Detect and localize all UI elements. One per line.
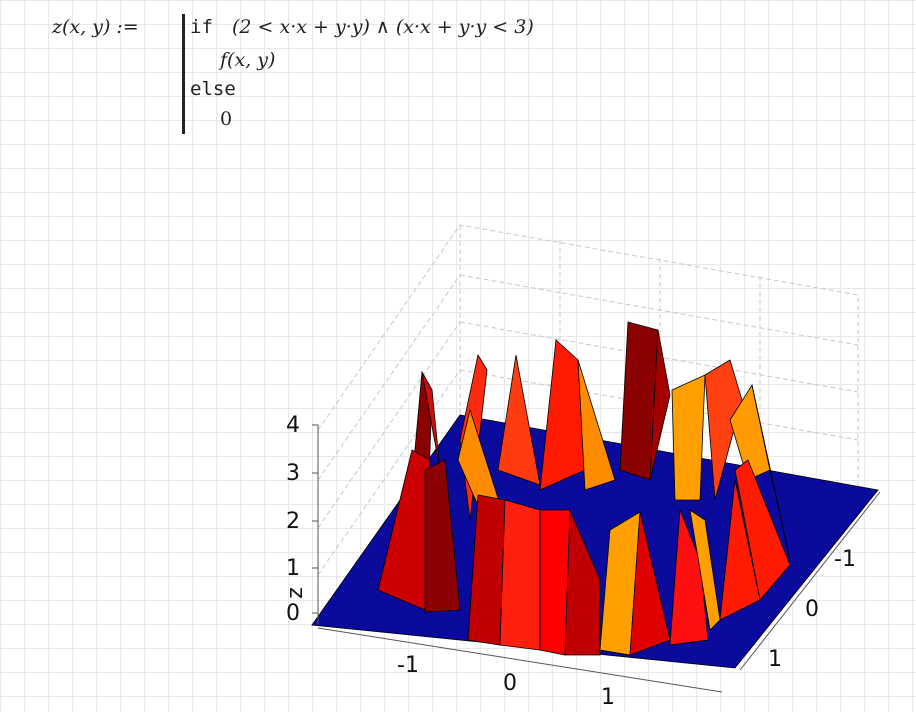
condition[interactable]: (2 < x·x + y·y) ∧ (x·x + y·y < 3) [232,16,534,38]
y-tick-label: 1 [768,647,782,672]
z-tick-label: 1 [286,556,300,581]
surface-face [577,359,616,491]
box-edge [317,224,859,490]
y-tick-label: 0 [805,597,819,622]
surface-face [424,459,461,613]
surface-face [564,509,601,656]
z-tick-label: 2 [286,509,300,534]
x-tick-label: 1 [601,685,615,710]
surface-face [719,479,761,621]
surface-face [497,354,541,486]
surface-face [671,374,706,501]
surface-face [421,371,441,471]
x-tick-label: -1 [397,653,419,678]
axes [317,425,881,693]
else-keyword: else [190,78,236,100]
program-bar [182,14,185,134]
if-keyword: if [190,16,213,38]
z-tick-label: 4 [286,413,300,438]
box-edge [317,321,461,529]
surface-face [734,459,791,601]
y-axis [739,491,881,671]
z-tick-label: 0 [286,601,300,626]
else-value[interactable]: 0 [220,108,233,130]
x-axis [317,627,723,693]
z-tick-label: 3 [286,461,300,486]
then-expression[interactable]: f(x, y) [220,49,276,71]
surface-face [629,511,671,656]
box-edge [317,274,461,481]
box-edge [459,274,859,346]
z-axis-label: z [283,587,308,599]
surface [377,321,791,656]
x-tick-label: 0 [503,671,517,696]
function-definition[interactable]: z(x, y) := [52,16,139,38]
box-edge [317,369,461,576]
surface-face [704,359,743,501]
surface-face [751,384,791,561]
y-tick-label: -1 [834,547,856,572]
surface-face [649,329,671,481]
plot-box [317,224,859,576]
surface-face [377,449,431,611]
surface-face [499,499,541,651]
